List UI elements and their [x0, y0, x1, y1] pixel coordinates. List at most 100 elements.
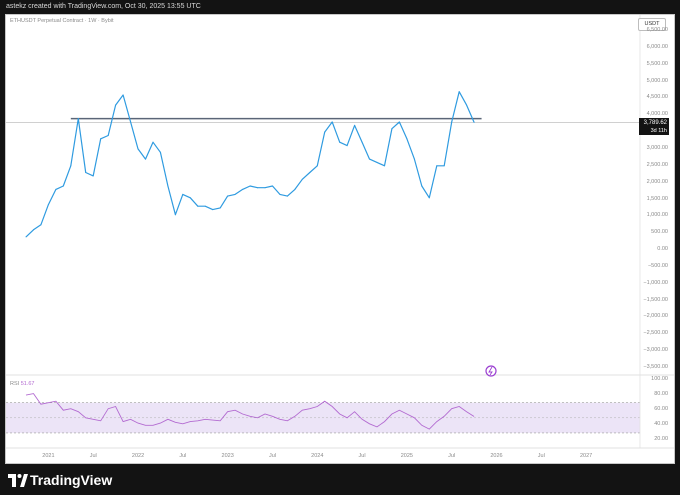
- rsi-scale-tick: 100.00: [651, 376, 668, 382]
- time-axis-label: Jul: [448, 453, 456, 459]
- price-point: [47, 204, 49, 206]
- price-scale-tick: 5,500.00: [646, 60, 668, 67]
- rsi-current-value: 51.67: [20, 381, 35, 387]
- price-point: [413, 158, 415, 160]
- price-point: [264, 187, 266, 189]
- alert-bolt-glyph: [488, 366, 493, 376]
- price-point: [197, 205, 199, 207]
- price-point: [339, 141, 341, 143]
- price-point: [85, 172, 87, 173]
- price-point: [286, 195, 288, 197]
- price-point: [466, 104, 468, 106]
- rsi-scale-tick: 80.00: [654, 391, 668, 398]
- price-chart-svg[interactable]: [6, 15, 675, 464]
- currency-badge[interactable]: USDT: [638, 18, 666, 31]
- alert-bolt-icon: [485, 365, 497, 377]
- rsi-scale-tick: 60.00: [654, 406, 668, 413]
- price-point: [331, 121, 333, 123]
- price-scale-tick: 1,500.00: [646, 195, 668, 202]
- price-series-line: [25, 91, 475, 238]
- price-point: [369, 158, 370, 160]
- price-point: [189, 197, 191, 199]
- price-scale-tick: 2,000.00: [646, 178, 668, 185]
- price-scale-tick: 2,500.00: [646, 161, 668, 168]
- time-axis-label: 2021: [42, 453, 55, 459]
- price-point: [130, 121, 132, 123]
- price-scale-tick: 500.00: [651, 229, 668, 236]
- price-scale-tick: −3,000.00: [643, 347, 668, 354]
- price-point: [391, 128, 393, 130]
- time-axis-label: Jul: [358, 453, 366, 459]
- rsi-scale-tick: 40.00: [654, 421, 668, 428]
- price-scale-tick: 4,500.00: [646, 94, 668, 101]
- time-axis-label: 2025: [400, 453, 413, 459]
- price-point: [234, 193, 236, 195]
- tradingview-logo-icon: [8, 474, 28, 487]
- price-scale-tick: −1,500.00: [643, 296, 668, 303]
- price-point: [458, 91, 460, 93]
- price-point: [406, 138, 408, 140]
- price-point: [272, 185, 273, 187]
- price-point: [398, 121, 400, 123]
- price-point: [182, 193, 184, 195]
- price-point: [227, 195, 229, 197]
- time-axis-label: Jul: [268, 453, 276, 459]
- price-point: [421, 185, 423, 187]
- price-scale-tick: 1,000.00: [646, 212, 668, 219]
- price-point: [242, 188, 244, 190]
- price-scale-tick: 6,500.00: [646, 27, 668, 33]
- symbol-label: ETHUSDT Perpetual Contract · 1W · Bybit: [10, 18, 114, 24]
- time-axis-label: 2027: [580, 453, 593, 459]
- price-point: [100, 138, 102, 140]
- price-point: [33, 229, 34, 231]
- price-point: [219, 207, 221, 209]
- price-scale-tick: 0.00: [657, 246, 668, 253]
- price-scale-tick: 6,000.00: [646, 43, 668, 50]
- price-point: [354, 124, 356, 126]
- price-point: [137, 148, 139, 150]
- rsi-name: RSI: [10, 381, 20, 387]
- time-axis-label: 2022: [131, 453, 145, 459]
- chart-pane[interactable]: ETHUSDT Perpetual Contract · 1W · Bybit …: [5, 14, 675, 464]
- time-axis-label: Jul: [179, 453, 187, 459]
- price-point: [294, 188, 296, 190]
- price-point: [279, 193, 281, 195]
- price-scale-tick: −3,500.00: [643, 364, 668, 370]
- price-point: [316, 165, 318, 167]
- price-point: [159, 151, 161, 153]
- last-price-badge: 3,789.62: [639, 117, 669, 128]
- price-point: [62, 185, 64, 187]
- price-point: [145, 158, 146, 160]
- price-scale-tick: 3,000.00: [646, 144, 668, 151]
- price-scale-tick: 5,000.00: [646, 77, 668, 84]
- price-scale-tick: −1,000.00: [643, 279, 668, 286]
- rsi-scale-tick: 20.00: [654, 436, 668, 443]
- price-point: [122, 94, 124, 96]
- time-axis-label: Jul: [537, 453, 545, 459]
- footer-bar: TradingView: [0, 465, 680, 495]
- time-axis-label: Jul: [89, 453, 97, 459]
- tradingview-logo-text: TradingView: [30, 472, 113, 488]
- price-point: [436, 165, 438, 167]
- price-point: [115, 104, 117, 106]
- price-scale-tick: −2,500.00: [643, 330, 668, 337]
- price-point: [107, 135, 109, 136]
- price-point: [152, 141, 154, 143]
- price-point: [40, 224, 42, 226]
- price-point: [55, 188, 57, 190]
- price-point: [77, 118, 79, 120]
- price-point: [428, 197, 430, 199]
- price-point: [324, 131, 326, 133]
- price-point: [443, 165, 445, 167]
- price-point: [167, 185, 169, 187]
- price-point: [309, 172, 311, 173]
- price-scale-tick: −2,000.00: [643, 313, 668, 320]
- price-point: [346, 145, 348, 147]
- price-point: [301, 178, 303, 180]
- time-axis-label: 2026: [490, 453, 503, 459]
- price-point: [257, 187, 258, 189]
- price-point: [212, 209, 214, 211]
- price-point: [92, 175, 94, 177]
- rsi-series-line: [25, 393, 475, 430]
- price-point: [451, 121, 453, 123]
